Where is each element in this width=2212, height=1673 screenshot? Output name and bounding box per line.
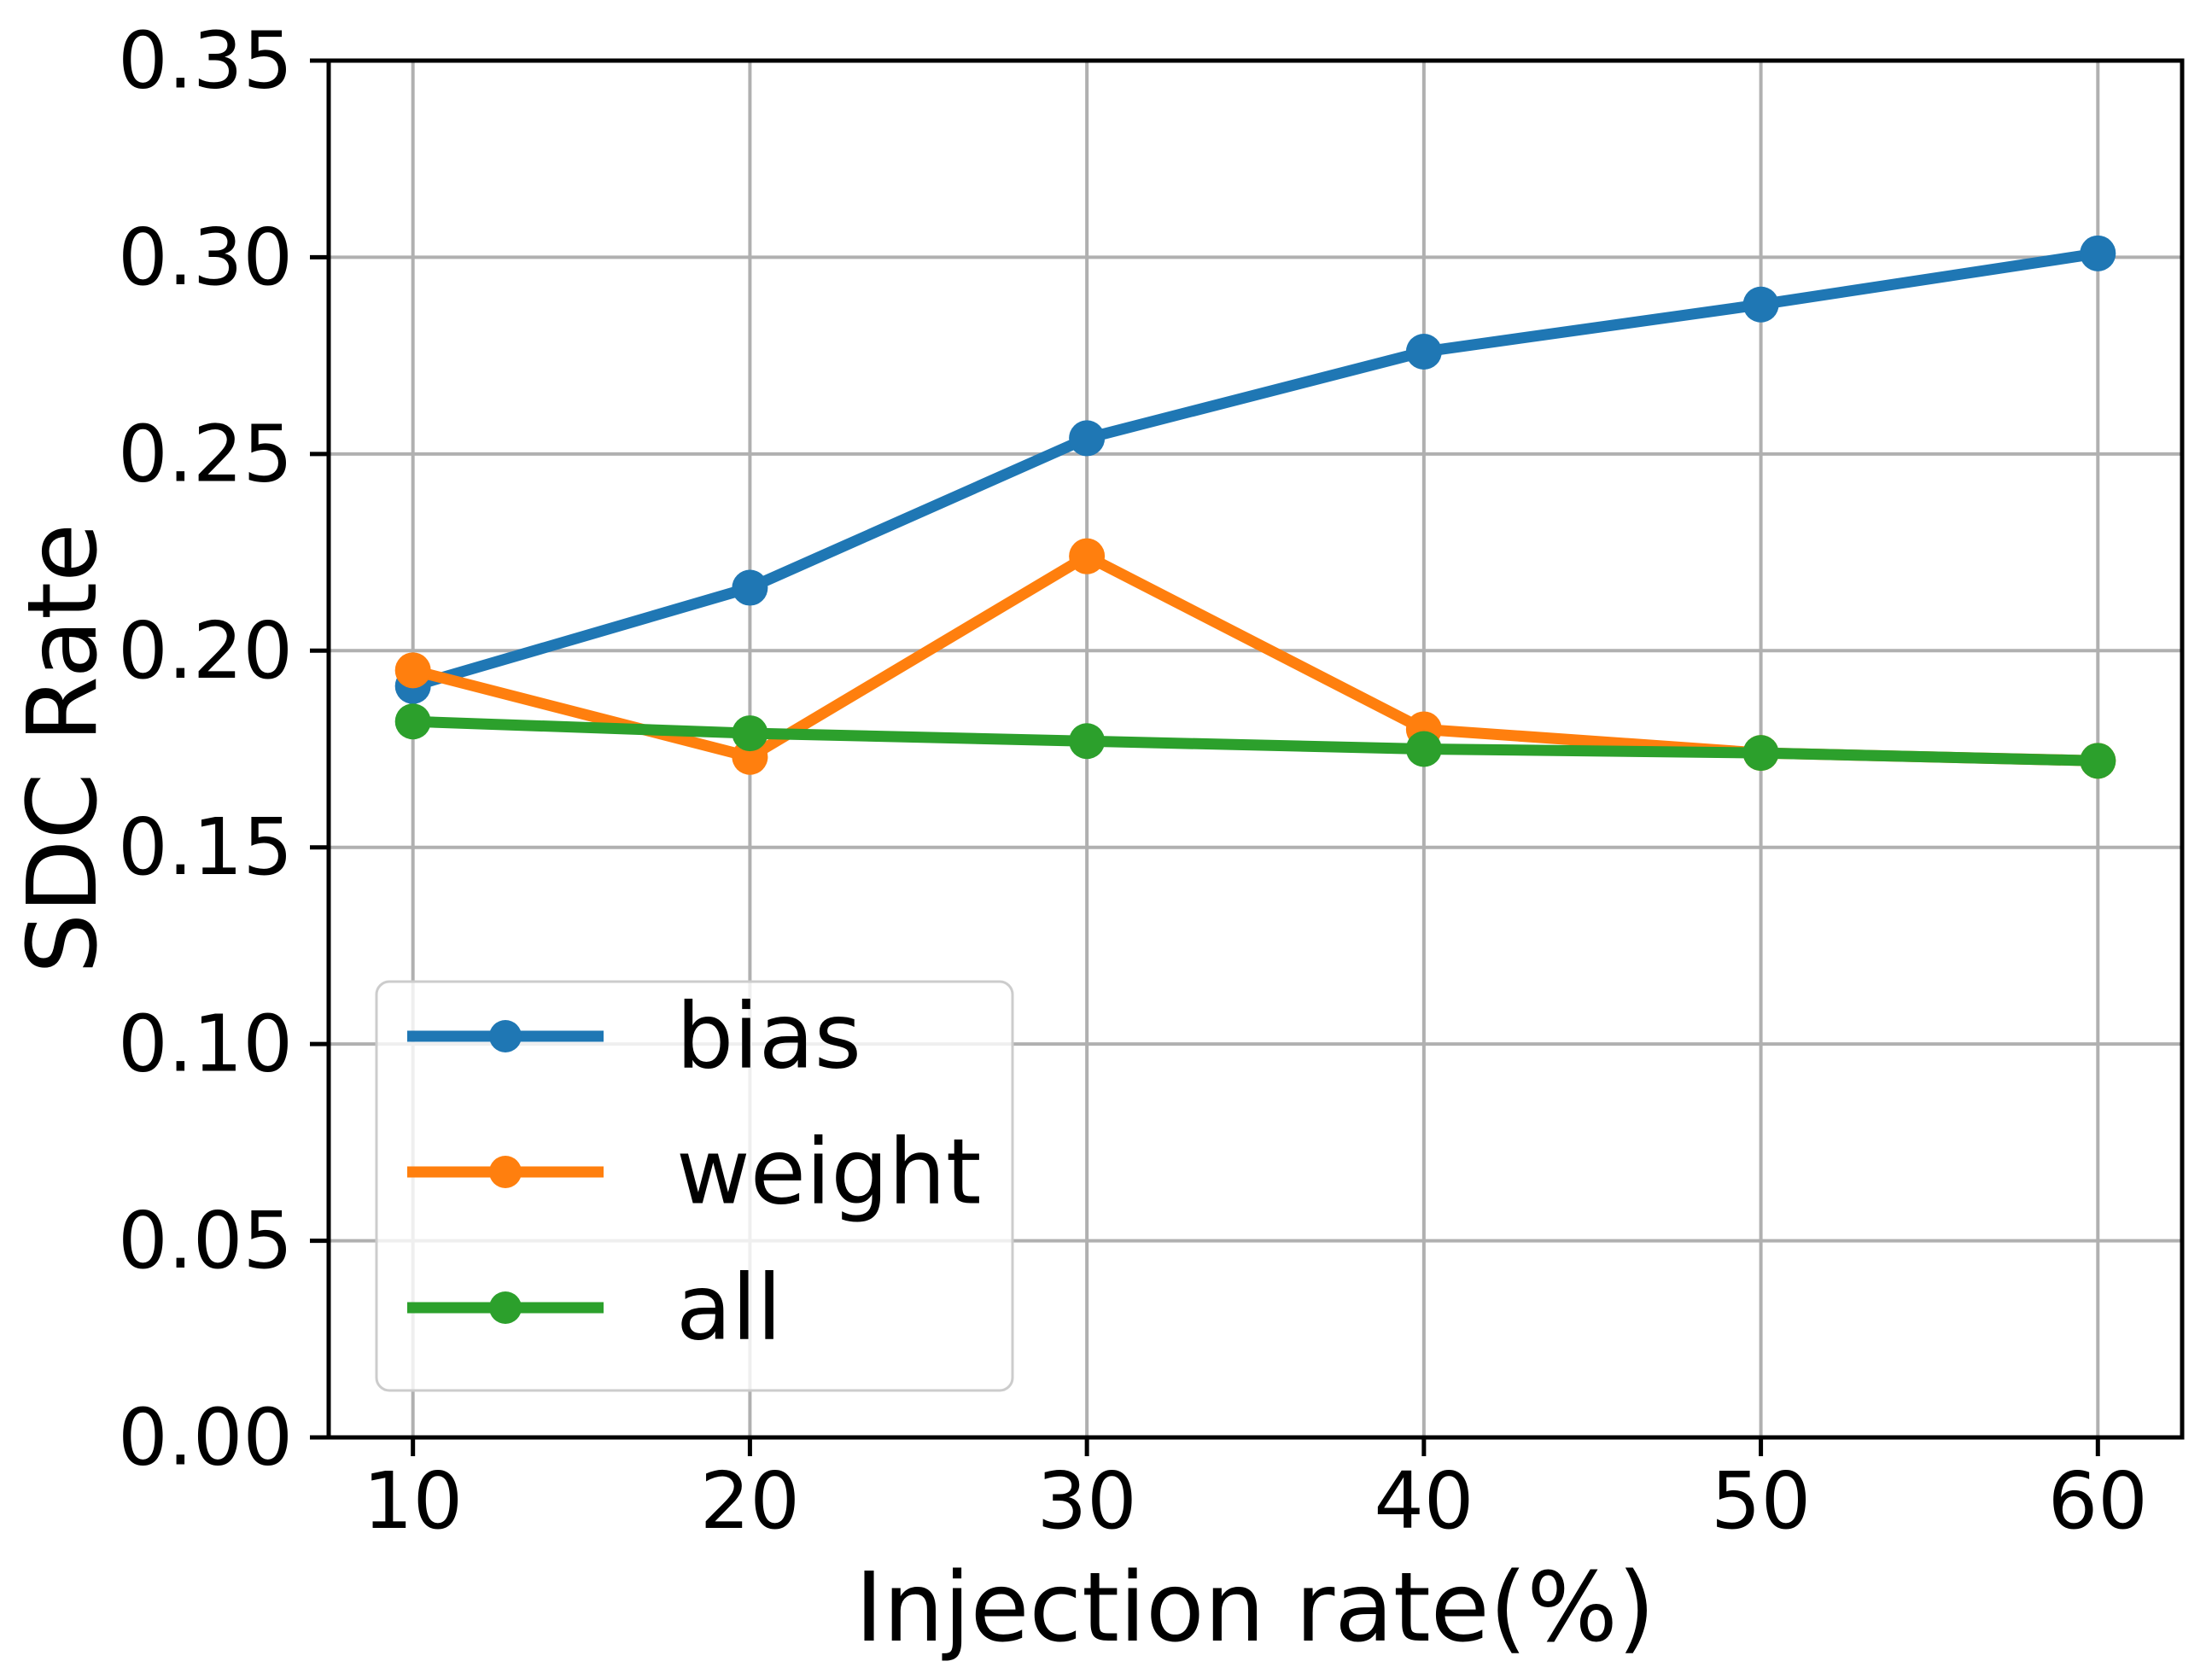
series-all <box>394 703 2116 779</box>
y-axis-title: SDC Rate <box>8 523 119 974</box>
y-tick-label: 0.15 <box>118 802 293 893</box>
data-point-bias <box>2080 235 2116 271</box>
y-tick-label: 0.35 <box>118 15 293 107</box>
y-tick-label: 0.30 <box>118 212 293 303</box>
y-tick-label: 0.05 <box>118 1195 293 1286</box>
legend-box <box>375 980 1014 1392</box>
plot-area: bias weight all 10 20 30 40 50 60 0.00 0.05 0.10 0.1… <box>118 15 2185 1548</box>
legend-marker-weight <box>489 1156 522 1188</box>
data-point-all <box>732 715 768 752</box>
ticks: 10 20 30 40 50 60 0.00 0.05 0.10 0.15 0.20 0.25 0.30… <box>118 15 2148 1548</box>
data-point-bias <box>1742 286 1779 323</box>
data-point-all <box>1742 735 1779 772</box>
series-group <box>394 235 2116 779</box>
x-axis-title: Injection rate(%) <box>855 1553 1655 1664</box>
x-tick-label: 60 <box>2048 1455 2148 1547</box>
x-tick-label: 30 <box>1037 1455 1137 1547</box>
data-point-all <box>2080 743 2116 779</box>
series-line-bias <box>411 248 2099 692</box>
x-tick-label: 20 <box>700 1455 800 1547</box>
y-tick-label: 0.10 <box>118 999 293 1090</box>
data-point-all <box>1069 723 1106 760</box>
x-tick-label: 10 <box>363 1455 463 1547</box>
x-tick-label: 50 <box>1711 1455 1811 1547</box>
data-point-all <box>1405 731 1442 767</box>
data-point-bias <box>1405 334 1442 370</box>
data-point-bias <box>1069 420 1106 457</box>
data-point-bias <box>732 569 768 606</box>
y-tick-label: 0.00 <box>118 1392 293 1484</box>
legend-marker-all <box>489 1291 522 1324</box>
series-bias <box>394 235 2116 704</box>
x-tick-label: 40 <box>1374 1455 1474 1547</box>
y-tick-label: 0.25 <box>118 408 293 499</box>
axes-frame <box>326 58 2185 1440</box>
data-point-weight <box>394 652 431 689</box>
series-line-all <box>412 715 2098 767</box>
legend-label-all: all <box>676 1256 782 1361</box>
data-point-weight <box>1069 538 1106 574</box>
legend-label-weight: weight <box>676 1120 981 1225</box>
y-tick-label: 0.20 <box>118 605 293 697</box>
legend: bias weight all <box>375 980 1014 1392</box>
legend-marker-bias <box>489 1020 522 1052</box>
data-point-all <box>394 703 431 740</box>
legend-label-bias: bias <box>676 984 861 1089</box>
